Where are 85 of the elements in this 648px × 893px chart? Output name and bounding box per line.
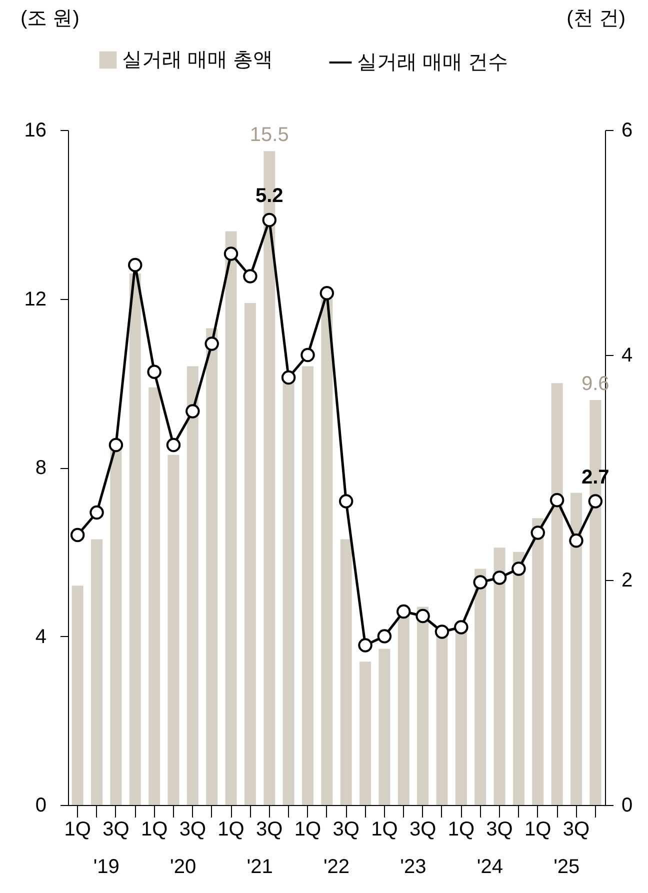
x-tick-label: 1Q [64, 818, 91, 840]
bar [474, 568, 486, 805]
x-tick-label: 3Q [409, 818, 436, 840]
point [320, 286, 334, 300]
point [204, 336, 219, 351]
point [396, 604, 411, 619]
text: '21 [246, 856, 273, 878]
bar [570, 492, 582, 805]
point [454, 620, 468, 634]
point [530, 526, 545, 540]
bar [72, 586, 84, 805]
point [492, 570, 507, 585]
point [90, 505, 104, 520]
bar [91, 539, 103, 805]
x-tick-label: 3Q [256, 818, 283, 840]
x-tick-label: 1Q [371, 818, 398, 840]
x-tick-label: 3Q [179, 818, 206, 840]
bar [417, 606, 429, 805]
y2-tick-label: 0 [622, 794, 633, 816]
point [147, 364, 162, 379]
y2-axis-title: (천 건) [566, 8, 626, 30]
bar [148, 387, 160, 805]
legend-label: 실거래 매매 총액 [122, 49, 274, 71]
point [550, 493, 564, 508]
y2-tick-label: 4 [622, 344, 633, 366]
text: '25 [554, 856, 580, 878]
point [358, 638, 372, 652]
text: '23 [400, 856, 426, 878]
y-tick-label: 12 [24, 288, 46, 310]
text: '20 [170, 856, 196, 878]
bar [494, 548, 506, 805]
y-axis-title: (조 원) [20, 8, 80, 30]
x-tick-label: 1Q [448, 818, 475, 840]
bar [186, 366, 198, 805]
point [416, 608, 430, 624]
y-tick-label: 0 [35, 794, 46, 816]
text: '19 [93, 856, 120, 878]
point [70, 528, 85, 542]
bar [360, 662, 372, 805]
bar [244, 302, 256, 805]
point [338, 494, 354, 508]
y-tick-label: 4 [35, 626, 46, 648]
bar [168, 454, 180, 805]
text: '24 [476, 856, 503, 878]
y-tick-label: 8 [35, 457, 46, 479]
bar [512, 552, 524, 805]
point [166, 438, 181, 452]
bar [321, 298, 333, 805]
bar [551, 383, 563, 805]
x-tick-label: 1Q [524, 818, 552, 840]
point [243, 269, 258, 284]
bar [302, 366, 314, 805]
bar [206, 328, 218, 805]
point [588, 494, 603, 508]
x-tick-label: 3Q [332, 818, 360, 840]
x-tick-label: 3Q [486, 818, 513, 840]
legend-label: 실거래 매매 건수 [357, 52, 508, 74]
point [224, 246, 238, 261]
x-tick-label: 1Q [140, 818, 168, 840]
y2-tick-label: 2 [622, 570, 633, 592]
x-tick-label: 3Q [562, 818, 590, 840]
point [262, 212, 276, 228]
bar [129, 273, 141, 805]
y-tick-label: 16 [24, 120, 46, 142]
x-tick-label: 1Q [218, 818, 244, 840]
bar [225, 231, 237, 805]
point [569, 534, 584, 548]
point [473, 575, 488, 590]
data-label: 5.2 [255, 185, 284, 207]
point [281, 370, 296, 385]
data-label: 15.5 [250, 124, 289, 146]
bar [532, 518, 544, 805]
point [186, 404, 200, 418]
x-tick-label: 1Q [294, 818, 322, 840]
point [108, 438, 124, 452]
text: '22 [323, 856, 350, 878]
point [434, 624, 450, 639]
point [300, 348, 315, 362]
point [377, 629, 392, 644]
y2-tick-label: 6 [622, 120, 633, 142]
bar [340, 539, 352, 805]
bar [378, 648, 390, 805]
x-tick-label: 3Q [102, 818, 130, 840]
point [128, 258, 142, 272]
point [512, 562, 526, 576]
